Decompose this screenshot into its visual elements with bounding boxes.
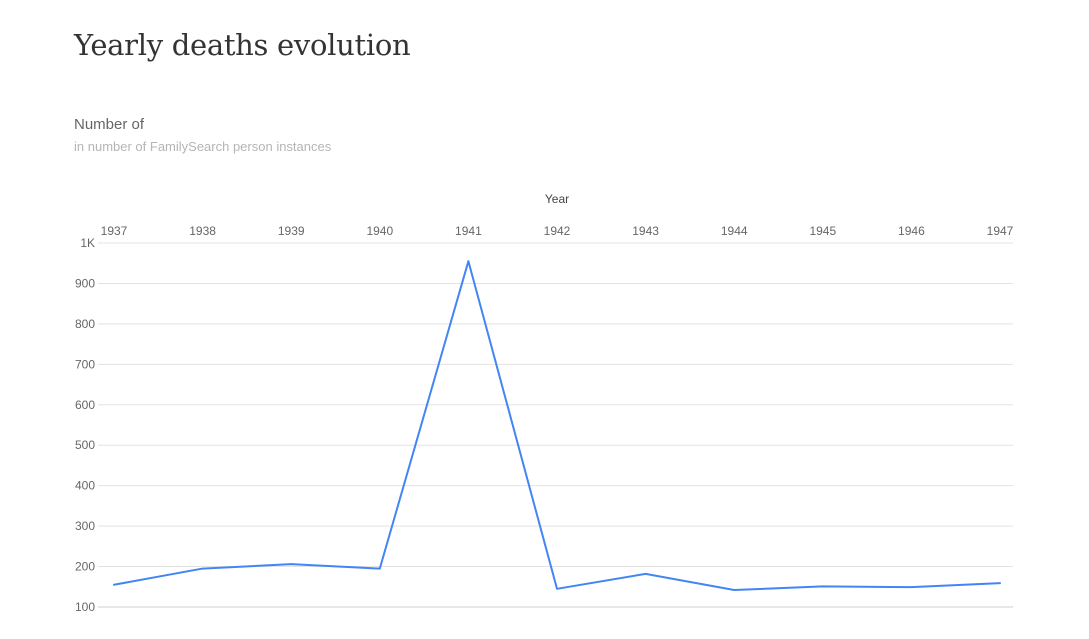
y-tick-label: 800 (75, 317, 95, 331)
x-tick-label: 1939 (278, 224, 305, 238)
page-title: Yearly deaths evolution (74, 28, 411, 62)
series-line (113, 260, 1001, 592)
x-tick-label: 1946 (898, 224, 925, 238)
x-axis-ticks: 1937 1938 1939 1940 1941 1942 1943 1944 1945 1946… (101, 224, 1014, 238)
x-tick-label: 1940 (366, 224, 393, 238)
data-point[interactable] (820, 583, 826, 589)
y-tick-label: 100 (75, 600, 95, 614)
y-tick-label: 400 (75, 479, 95, 493)
data-point[interactable] (731, 587, 737, 593)
x-tick-label: 1944 (721, 224, 748, 238)
y-tick-label: 700 (75, 357, 95, 371)
chart-subtitle: Number of (74, 116, 145, 133)
y-tick-label: 900 (75, 276, 95, 290)
y-tick-label: 200 (75, 560, 95, 574)
y-tick-label: 500 (75, 438, 95, 452)
x-tick-label: 1937 (101, 224, 128, 238)
data-point[interactable] (908, 584, 914, 590)
y-tick-label: 600 (75, 398, 95, 412)
x-tick-label: 1947 (987, 224, 1014, 238)
data-point[interactable] (997, 580, 1003, 586)
series-group (111, 258, 1003, 593)
data-point[interactable] (465, 258, 471, 264)
x-tick-label: 1942 (544, 224, 571, 238)
gridlines (98, 242, 1013, 608)
data-point[interactable] (111, 582, 117, 588)
y-tick-label: 300 (75, 519, 95, 533)
x-tick-label: 1945 (809, 224, 836, 238)
x-tick-label: 1938 (189, 224, 216, 238)
data-point[interactable] (643, 571, 649, 577)
x-tick-label: 1943 (632, 224, 659, 238)
y-tick-label: 1K (80, 236, 95, 250)
y-axis-ticks: 100 200 300 400 500 600 700 800 900 1K (75, 236, 95, 614)
chart-unit-label: in number of FamilySearch person instanc… (74, 139, 332, 154)
data-point[interactable] (288, 561, 294, 567)
x-tick-label: 1941 (455, 224, 482, 238)
data-point[interactable] (200, 566, 206, 572)
data-point[interactable] (377, 566, 383, 572)
data-point[interactable] (554, 586, 560, 592)
x-axis-title: Year (545, 192, 569, 206)
